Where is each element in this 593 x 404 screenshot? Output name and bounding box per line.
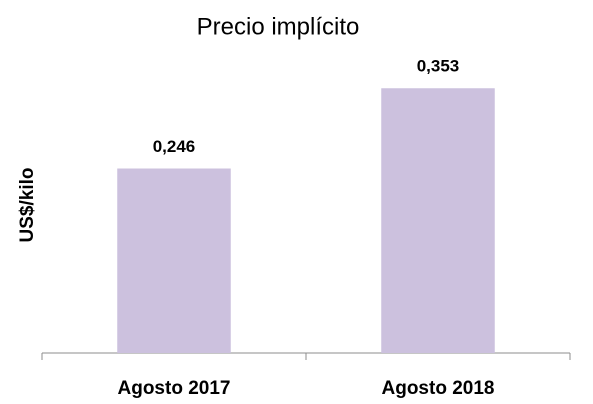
bar (117, 168, 231, 353)
x-tick-label: Agosto 2017 (118, 378, 231, 399)
data-label: 0,353 (417, 57, 460, 76)
bar (381, 88, 495, 353)
x-tick-label: Agosto 2018 (382, 378, 495, 399)
data-label: 0,246 (153, 137, 196, 156)
chart-title: Precio implícito (197, 13, 360, 40)
y-axis-label: US$/kilo (17, 168, 38, 243)
